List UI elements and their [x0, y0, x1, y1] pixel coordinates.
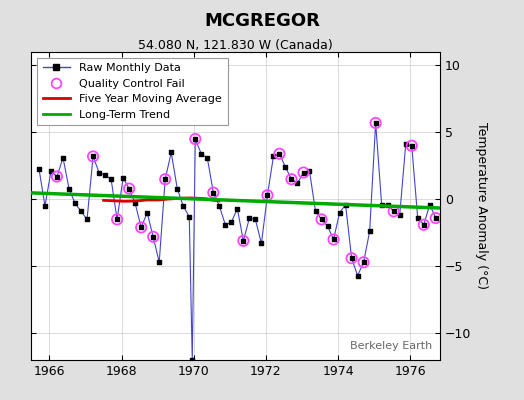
Point: [372, 120, 380, 126]
Point: [113, 216, 122, 222]
Point: [95, 169, 103, 176]
Point: [209, 190, 217, 196]
Point: [347, 255, 356, 262]
Point: [47, 168, 55, 174]
Legend: Raw Monthly Data, Quality Control Fail, Five Year Moving Average, Long-Term Tren: Raw Monthly Data, Quality Control Fail, …: [37, 58, 227, 125]
Point: [263, 192, 271, 198]
Text: Berkeley Earth: Berkeley Earth: [350, 341, 432, 351]
Point: [239, 238, 247, 244]
Text: MCGREGOR: MCGREGOR: [204, 12, 320, 30]
Point: [377, 202, 386, 208]
Point: [197, 150, 205, 157]
Point: [335, 210, 344, 216]
Point: [420, 222, 428, 228]
Point: [408, 142, 416, 149]
Point: [143, 210, 151, 216]
Point: [161, 176, 169, 182]
Point: [161, 176, 169, 182]
Point: [77, 208, 85, 214]
Point: [420, 222, 428, 228]
Point: [35, 165, 43, 172]
Point: [330, 236, 338, 243]
Point: [41, 203, 49, 209]
Point: [101, 172, 110, 178]
Point: [71, 200, 79, 206]
Point: [53, 173, 61, 180]
Point: [384, 202, 392, 208]
Point: [185, 214, 193, 220]
Point: [347, 255, 356, 262]
Point: [413, 215, 422, 221]
Point: [179, 203, 188, 209]
Point: [119, 175, 127, 181]
Point: [396, 212, 404, 218]
Point: [149, 234, 157, 240]
Point: [311, 208, 320, 214]
Point: [323, 223, 332, 229]
Point: [137, 224, 145, 231]
Point: [257, 240, 266, 247]
Point: [215, 203, 224, 209]
Point: [389, 208, 398, 214]
Point: [401, 141, 410, 148]
Point: [125, 185, 133, 192]
Point: [359, 259, 368, 266]
Point: [191, 136, 200, 142]
Point: [275, 150, 283, 157]
Point: [155, 259, 163, 266]
Point: [281, 164, 290, 170]
Point: [89, 153, 97, 160]
Point: [149, 234, 157, 240]
Point: [131, 200, 139, 206]
Point: [251, 216, 259, 222]
Point: [203, 154, 212, 161]
Point: [305, 168, 314, 174]
Point: [359, 259, 368, 266]
Point: [299, 169, 308, 176]
Point: [318, 216, 326, 222]
Point: [89, 153, 97, 160]
Title: 54.080 N, 121.830 W (Canada): 54.080 N, 121.830 W (Canada): [138, 39, 333, 52]
Point: [330, 236, 338, 243]
Point: [233, 206, 242, 212]
Point: [287, 176, 296, 182]
Point: [209, 190, 217, 196]
Point: [341, 202, 350, 208]
Point: [125, 185, 133, 192]
Point: [83, 216, 91, 222]
Point: [275, 150, 283, 157]
Point: [353, 272, 362, 279]
Point: [432, 215, 440, 221]
Point: [191, 136, 200, 142]
Point: [107, 176, 115, 182]
Point: [408, 142, 416, 149]
Point: [432, 215, 440, 221]
Point: [425, 202, 434, 208]
Point: [365, 228, 374, 235]
Point: [137, 224, 145, 231]
Point: [269, 153, 278, 160]
Point: [293, 180, 302, 186]
Point: [263, 192, 271, 198]
Point: [245, 215, 254, 221]
Point: [173, 185, 181, 192]
Point: [65, 185, 73, 192]
Y-axis label: Temperature Anomaly (°C): Temperature Anomaly (°C): [475, 122, 488, 290]
Point: [59, 154, 67, 161]
Point: [389, 208, 398, 214]
Point: [167, 149, 176, 156]
Point: [318, 216, 326, 222]
Point: [299, 169, 308, 176]
Point: [372, 120, 380, 126]
Point: [188, 357, 196, 363]
Point: [227, 219, 236, 225]
Point: [113, 216, 122, 222]
Point: [287, 176, 296, 182]
Point: [239, 238, 247, 244]
Point: [53, 173, 61, 180]
Point: [221, 222, 230, 228]
